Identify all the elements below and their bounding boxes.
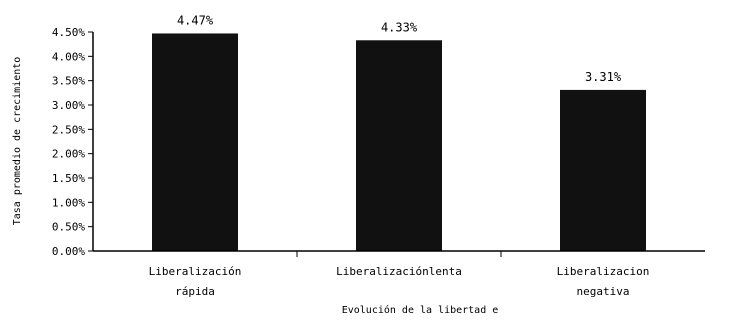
bar-value-label: 4.47% xyxy=(177,13,214,27)
bars xyxy=(152,33,646,252)
bar xyxy=(560,89,646,251)
y-axis-ticks: 0.00% 0.50% 1.00% 1.50% 2.00% 2.50% 3.00% 3.50%… xyxy=(52,26,93,258)
x-category-label: Liberalización xyxy=(149,265,242,278)
y-tick-label: 2.50% xyxy=(52,123,85,136)
bar xyxy=(152,33,238,252)
y-tick-label: 4.50% xyxy=(52,26,85,39)
y-tick-label: 0.50% xyxy=(52,221,85,234)
bar xyxy=(356,40,442,252)
x-category-label: Liberalizaciónlenta xyxy=(336,265,462,278)
bar-value-label: 4.33% xyxy=(381,20,418,34)
x-axis-ticks: Liberalización rápida Liberalizaciónlenta L… xyxy=(149,251,650,298)
y-tick-label: 1.00% xyxy=(52,196,85,209)
y-tick-label: 3.00% xyxy=(52,99,85,112)
y-tick-label: 1.50% xyxy=(52,172,85,185)
x-category-label: Liberalizacion xyxy=(557,265,650,278)
bar-value-label: 3.31% xyxy=(585,70,622,84)
y-tick-label: 3.50% xyxy=(52,75,85,88)
x-category-label: negativa xyxy=(577,285,630,298)
y-tick-label: 2.00% xyxy=(52,148,85,161)
y-axis-title: Tasa promedio de crecimiento xyxy=(12,57,23,226)
x-axis-title: Evolución de la libertad e xyxy=(342,304,499,316)
y-tick-label: 0.00% xyxy=(52,245,85,258)
y-tick-label: 4.00% xyxy=(52,50,85,63)
x-category-label: rápida xyxy=(175,285,215,298)
data-labels: 4.47% 4.33% 3.31% xyxy=(177,13,622,83)
